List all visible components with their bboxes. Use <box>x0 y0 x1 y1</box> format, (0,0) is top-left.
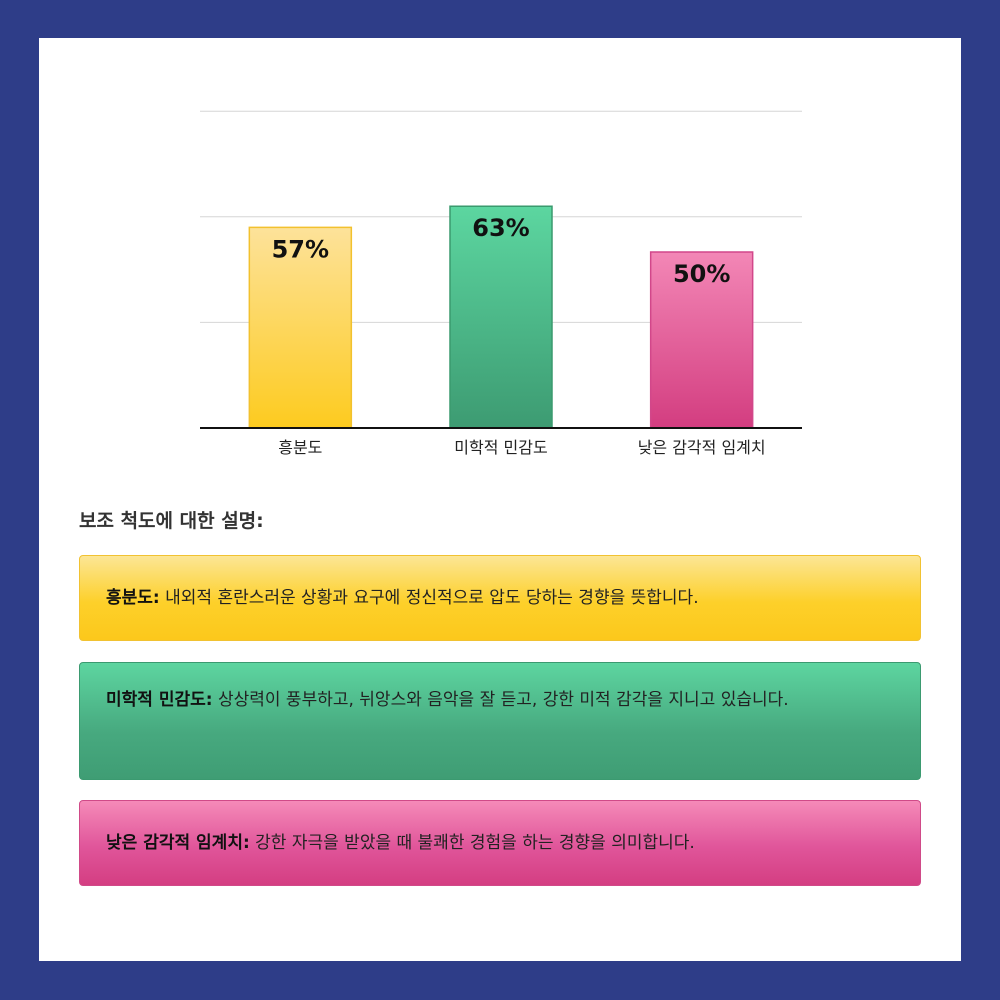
x-axis: 흥분도 미학적 민감도 낮은 감각적 임계치 <box>200 427 802 457</box>
bar-value-label: 63% <box>472 214 529 242</box>
bar-value-label: 50% <box>673 260 730 288</box>
bars <box>248 205 754 429</box>
bar-chart: 흥분도 미학적 민감도 낮은 감각적 임계치 57% 63% 50% <box>39 38 961 508</box>
description-term: 흥분도: <box>106 588 160 608</box>
bar-value-labels: 57% 63% 50% <box>272 214 731 288</box>
bar-chart-svg: 흥분도 미학적 민감도 낮은 감각적 임계치 57% 63% 50% <box>200 110 802 457</box>
x-tick-label: 흥분도 <box>278 438 322 457</box>
description-text: 흥분도: 내외적 혼란스러운 상황과 요구에 정신적으로 압도 당하는 경향을 … <box>106 583 699 613</box>
description-text: 미학적 민감도: 상상력이 풍부하고, 뉘앙스와 음악을 잘 듣고, 강한 미적… <box>106 685 789 715</box>
x-tick-label: 미학적 민감도 <box>454 438 547 457</box>
description-term: 미학적 민감도: <box>106 690 213 710</box>
bar-1 <box>449 205 553 429</box>
description-term: 낮은 감각적 임계치: <box>106 833 250 853</box>
description-box-excitation: 흥분도: 내외적 혼란스러운 상황과 요구에 정신적으로 압도 당하는 경향을 … <box>79 555 921 641</box>
description-body: 강한 자극을 받았을 때 불쾌한 경험을 하는 경향을 의미합니다. <box>249 833 695 853</box>
bar-0 <box>248 226 353 429</box>
bar-value-label: 57% <box>272 235 329 263</box>
description-text: 낮은 감각적 임계치: 강한 자극을 받았을 때 불쾌한 경험을 하는 경향을 … <box>106 828 695 858</box>
description-box-low-sensory-threshold: 낮은 감각적 임계치: 강한 자극을 받았을 때 불쾌한 경험을 하는 경향을 … <box>79 800 921 886</box>
description-body: 상상력이 풍부하고, 뉘앙스와 음악을 잘 듣고, 강한 미적 감각을 지니고 … <box>212 690 789 710</box>
content-card: 흥분도 미학적 민감도 낮은 감각적 임계치 57% 63% 50% 보조 척도에 대한… <box>39 38 961 961</box>
x-tick-label: 낮은 감각적 임계치 <box>638 438 766 457</box>
description-body: 내외적 혼란스러운 상황과 요구에 정신적으로 압도 당하는 경향을 뜻합니다. <box>159 588 699 608</box>
bar-2 <box>649 251 754 429</box>
description-box-aesthetic-sensitivity: 미학적 민감도: 상상력이 풍부하고, 뉘앙스와 음악을 잘 듣고, 강한 미적… <box>79 662 921 780</box>
section-title: 보조 척도에 대한 설명: <box>79 510 264 532</box>
